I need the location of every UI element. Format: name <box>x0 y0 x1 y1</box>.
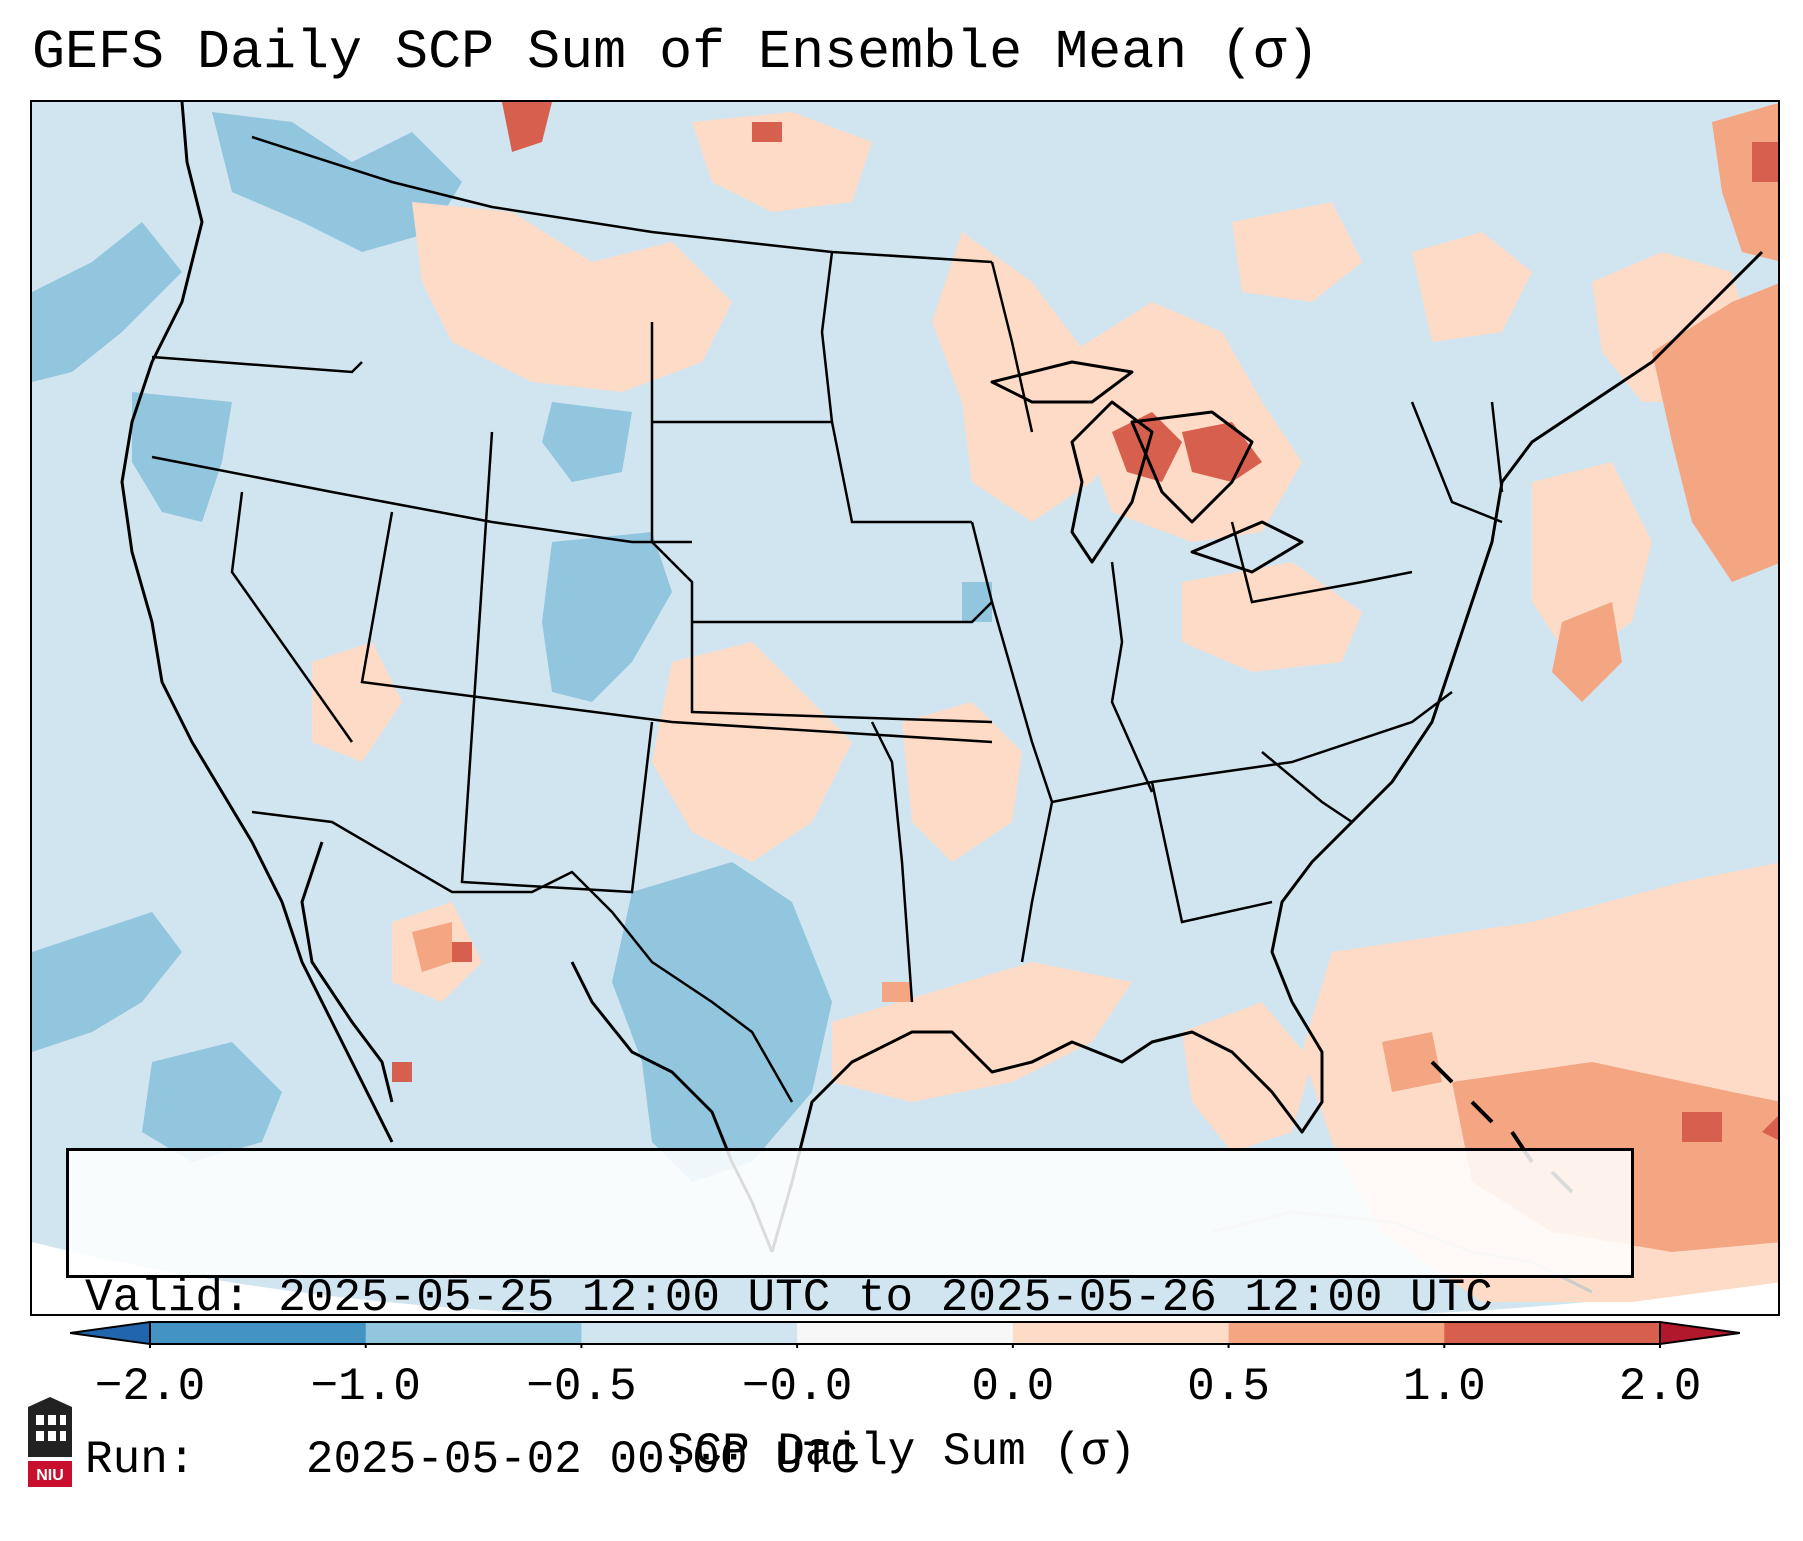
colorbar-segment <box>581 1322 798 1344</box>
valid-line: Valid: 2025-05-25 12:00 UTC to 2025-05-2… <box>85 1271 1615 1325</box>
colorbar-tick-label: 0.0 <box>971 1361 1055 1413</box>
great-lakes <box>990 360 1304 574</box>
west-coast <box>120 102 394 1143</box>
colorbar-tick-label: −1.0 <box>310 1361 421 1413</box>
political-borders <box>151 135 1504 1103</box>
colorbar-segment <box>365 1322 582 1344</box>
run-label: Run: <box>85 1434 196 1486</box>
canada-border <box>251 135 993 264</box>
colorbar-segment <box>1012 1322 1230 1344</box>
valid-label: Valid: <box>85 1272 251 1324</box>
colorbar-segment <box>1228 1322 1445 1344</box>
run-line: Run: 2025-05-02 00:00 UTC <box>85 1433 1615 1487</box>
baja-california <box>300 841 394 1103</box>
scp-map <box>32 102 1778 1314</box>
svg-text:NIU: NIU <box>36 1467 64 1484</box>
colorbar-tick-label: −2.0 <box>94 1361 206 1413</box>
colorbar-segment <box>150 1322 367 1344</box>
chart-title: GEFS Daily SCP Sum of Ensemble Mean (σ) <box>32 21 1320 84</box>
valid-run-info-box: Valid: 2025-05-25 12:00 UTC to 2025-05-2… <box>66 1148 1634 1486</box>
positive-anomaly-patches <box>312 112 1778 1302</box>
colorbar-tick-label: −0.0 <box>741 1361 853 1413</box>
bahamas <box>1430 1060 1574 1194</box>
colorbar-tick-label: 0.5 <box>1187 1361 1270 1413</box>
colorbar-segment <box>797 1322 1014 1344</box>
colorbar <box>70 1320 1740 1348</box>
colorbar-tick-label: 1.0 <box>1402 1361 1486 1413</box>
run-value: 2025-05-02 00:00 UTC <box>305 1434 858 1486</box>
niu-logo-icon: NIU <box>28 1397 72 1487</box>
colorbar-extend-max <box>1659 1320 1740 1346</box>
valid-value: 2025-05-25 12:00 UTC to 2025-05-26 12:00… <box>278 1272 1493 1324</box>
off-projection-corner <box>32 1242 555 1314</box>
colorbar-extend-min <box>70 1320 151 1346</box>
colorbar-tick-label: −0.5 <box>526 1361 637 1413</box>
map-panel <box>30 100 1780 1316</box>
colorbar-label: SCP Daily Sum (σ) <box>666 1426 1137 1478</box>
gulf-coast <box>770 250 1764 1253</box>
mexico-border <box>251 810 794 1103</box>
colorbar-tick-label: 2.0 <box>1618 1361 1702 1413</box>
colorbar-segments <box>149 1322 1661 1348</box>
colorbar-segment <box>1444 1322 1661 1344</box>
